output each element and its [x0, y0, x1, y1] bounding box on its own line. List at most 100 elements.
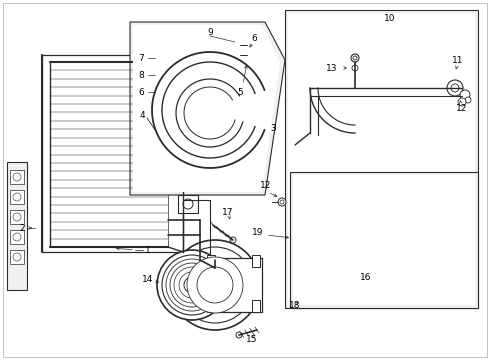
Circle shape [380, 212, 386, 219]
Bar [252, 300, 260, 312]
Circle shape [341, 235, 347, 241]
Circle shape [351, 54, 359, 62]
Circle shape [298, 298, 305, 306]
Circle shape [13, 193, 21, 201]
Circle shape [197, 267, 233, 303]
Polygon shape [133, 25, 280, 192]
Circle shape [354, 257, 360, 264]
Circle shape [310, 234, 317, 242]
Text: 11: 11 [452, 55, 464, 64]
Circle shape [465, 97, 471, 103]
Text: 9: 9 [207, 27, 213, 36]
Circle shape [340, 208, 400, 268]
Polygon shape [285, 10, 478, 308]
Circle shape [354, 212, 360, 219]
Circle shape [367, 209, 373, 215]
Text: 12: 12 [456, 104, 467, 113]
Circle shape [293, 234, 299, 242]
Text: 5: 5 [237, 87, 243, 96]
Text: 2: 2 [19, 224, 25, 233]
Circle shape [220, 162, 227, 168]
Circle shape [179, 272, 205, 298]
Circle shape [13, 233, 21, 241]
Text: 12: 12 [260, 180, 271, 189]
Circle shape [447, 80, 463, 96]
Circle shape [189, 282, 195, 288]
Text: 7: 7 [138, 54, 144, 63]
Text: 3: 3 [270, 123, 276, 132]
Text: 14: 14 [142, 275, 154, 284]
Bar [210, 258, 262, 312]
Circle shape [162, 255, 222, 315]
Circle shape [370, 188, 470, 288]
Circle shape [177, 247, 253, 323]
Circle shape [184, 277, 200, 293]
Polygon shape [290, 172, 478, 308]
Circle shape [365, 183, 475, 293]
Circle shape [166, 259, 218, 311]
Circle shape [390, 248, 395, 254]
Circle shape [244, 41, 250, 49]
Polygon shape [130, 22, 285, 195]
Circle shape [170, 263, 214, 307]
Bar [10, 170, 24, 184]
Circle shape [363, 231, 377, 245]
Bar [178, 195, 198, 213]
Text: 13: 13 [326, 63, 338, 72]
Text: 17: 17 [222, 207, 234, 216]
Circle shape [344, 222, 350, 228]
Circle shape [384, 202, 456, 274]
Text: 15: 15 [246, 336, 258, 345]
Circle shape [458, 98, 466, 106]
Bar [50, 62, 168, 247]
Text: 4: 4 [140, 111, 146, 120]
Circle shape [451, 84, 459, 92]
Circle shape [374, 192, 466, 284]
Circle shape [154, 55, 160, 61]
Text: 6: 6 [138, 87, 144, 96]
Circle shape [352, 65, 358, 71]
Polygon shape [293, 175, 475, 305]
Circle shape [230, 237, 236, 243]
Circle shape [412, 230, 428, 246]
Circle shape [356, 224, 384, 252]
Text: 10: 10 [384, 14, 396, 23]
Bar [10, 210, 24, 224]
Circle shape [13, 253, 21, 261]
Circle shape [379, 197, 461, 279]
Text: 6: 6 [251, 33, 257, 42]
Circle shape [154, 89, 160, 95]
Circle shape [390, 222, 395, 228]
Text: 16: 16 [360, 274, 371, 283]
Circle shape [157, 250, 227, 320]
Circle shape [236, 332, 242, 338]
Bar [7, 162, 27, 290]
Bar [10, 250, 24, 264]
Circle shape [174, 267, 210, 303]
Circle shape [310, 228, 330, 248]
Circle shape [224, 171, 231, 179]
Circle shape [360, 270, 365, 275]
Circle shape [183, 134, 193, 144]
Circle shape [301, 234, 309, 242]
Circle shape [346, 274, 351, 279]
Circle shape [302, 220, 338, 256]
Bar [207, 300, 215, 312]
Circle shape [230, 165, 238, 171]
Bar [10, 230, 24, 244]
Text: 18: 18 [289, 301, 301, 310]
Polygon shape [288, 13, 475, 305]
Circle shape [278, 198, 286, 206]
Circle shape [295, 213, 345, 263]
Circle shape [348, 216, 392, 260]
Circle shape [332, 200, 408, 276]
Circle shape [13, 173, 21, 181]
Circle shape [13, 213, 21, 221]
Text: 19: 19 [252, 228, 264, 237]
Circle shape [170, 240, 260, 330]
Circle shape [183, 199, 193, 209]
Bar [10, 190, 24, 204]
Circle shape [187, 257, 243, 313]
Bar [178, 130, 198, 148]
Circle shape [154, 72, 160, 78]
